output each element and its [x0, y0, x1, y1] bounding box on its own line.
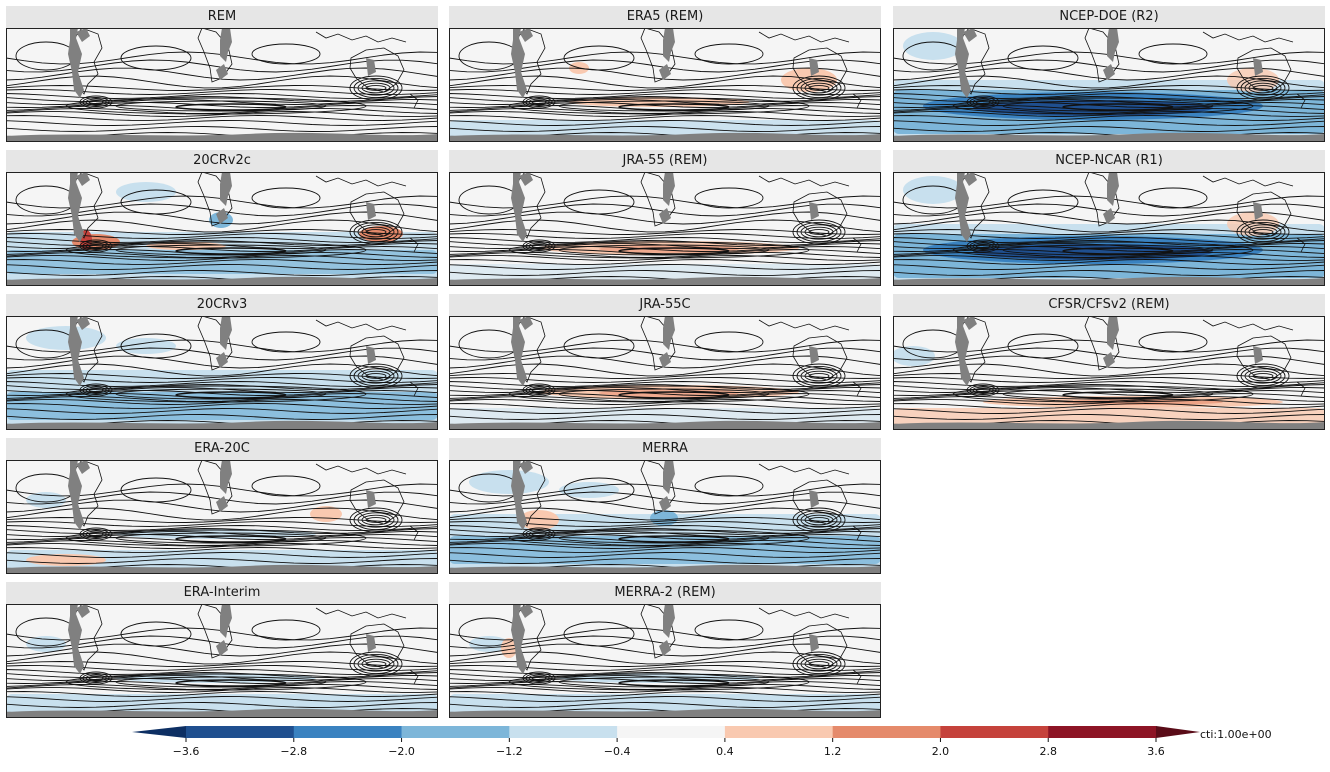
orography-mask [893, 28, 1325, 142]
colorbar-tick-label: −2.0 [388, 745, 415, 758]
colorbar-segment [940, 726, 1049, 738]
orography-mask [6, 604, 438, 718]
map-panel: JRA-55 (REM) [449, 150, 881, 286]
map-plot [893, 28, 1325, 142]
colorbar-tick-label: −2.8 [280, 745, 307, 758]
map-plot [6, 28, 438, 142]
orography-mask [449, 460, 881, 574]
colorbar-segment [617, 726, 726, 738]
colorbar-segment [509, 726, 618, 738]
colorbar-label: cti:1.00e+00 [1200, 728, 1272, 741]
colorbar: −3.6 −2.8 −2.0 −1.2 −0.4 0.4 1.2 2.0 2.8 3.6 [132, 726, 1200, 758]
panel-title: JRA-55C [449, 294, 881, 316]
map-plot [6, 460, 438, 574]
coastlines [71, 172, 419, 253]
map-plot [449, 604, 881, 718]
map-panel: 20CRv3 [6, 294, 438, 430]
map-plot [6, 316, 438, 430]
orography-mask [449, 172, 881, 286]
colorbar-over-arrow [1156, 726, 1200, 738]
orography-mask [449, 316, 881, 430]
map-panel: MERRA [449, 438, 881, 574]
orography-mask [449, 28, 881, 142]
orography-mask [6, 316, 438, 430]
map-panel: MERRA-2 (REM) [449, 582, 881, 718]
map-plot [449, 460, 881, 574]
colorbar-segment [293, 726, 403, 738]
orography-mask [449, 604, 881, 718]
panel-title: ERA5 (REM) [449, 6, 881, 28]
panel-title: ERA-Interim [6, 582, 438, 604]
map-plot [893, 172, 1325, 286]
contour-lines [449, 329, 881, 426]
panel-title: MERRA [449, 438, 881, 460]
colorbar-tick-label: 2.0 [932, 745, 950, 758]
contour-lines [449, 185, 881, 282]
panel-title: MERRA-2 (REM) [449, 582, 881, 604]
colorbar-segment [401, 726, 510, 738]
colorbar-segment [1048, 726, 1157, 738]
panel-title: 20CRv2c [6, 150, 438, 172]
colorbar-tick-label: 0.4 [716, 745, 734, 758]
colorbar-segment [832, 726, 941, 738]
colorbar-tick-label: 2.8 [1039, 745, 1057, 758]
map-panel: 20CRv2c [6, 150, 438, 286]
panel-title: REM [6, 6, 438, 28]
panel-title: ERA-20C [6, 438, 438, 460]
orography-mask [6, 172, 438, 286]
map-panel: NCEP-NCAR (R1) [893, 150, 1325, 286]
panel-title: JRA-55 (REM) [449, 150, 881, 172]
panel-title: NCEP-NCAR (R1) [893, 150, 1325, 172]
panel-title: NCEP-DOE (R2) [893, 6, 1325, 28]
map-panel: NCEP-DOE (R2) [893, 6, 1325, 142]
colorbar-segment [724, 726, 834, 738]
map-panel: ERA5 (REM) [449, 6, 881, 142]
map-plot [6, 604, 438, 718]
orography-mask [6, 28, 438, 142]
colorbar-segment [186, 726, 295, 738]
map-panel: ERA-20C [6, 438, 438, 574]
coastlines [514, 604, 862, 685]
map-plot [893, 316, 1325, 430]
colorbar-tick-label: 3.6 [1147, 745, 1165, 758]
colorbar-tick-label: −1.2 [496, 745, 523, 758]
colorbar-segments [132, 726, 1200, 738]
colorbar-under-arrow [132, 726, 186, 738]
contour-lines [449, 473, 881, 570]
panel-title: CFSR/CFSv2 (REM) [893, 294, 1325, 316]
map-panel: JRA-55C [449, 294, 881, 430]
map-plot [449, 172, 881, 286]
map-plot [449, 28, 881, 142]
contour-lines [893, 41, 1325, 138]
map-panel: REM [6, 6, 438, 142]
contour-lines [6, 329, 438, 426]
map-panel: CFSR/CFSv2 (REM) [893, 294, 1325, 430]
orography-mask [893, 316, 1325, 430]
colorbar-tick-label: 1.2 [824, 745, 842, 758]
map-plot [6, 172, 438, 286]
contour-lines [6, 185, 438, 282]
map-panel: ERA-Interim [6, 582, 438, 718]
panel-title: 20CRv3 [6, 294, 438, 316]
map-plot [449, 316, 881, 430]
colorbar-tick-label: −3.6 [173, 745, 200, 758]
orography-mask [893, 172, 1325, 286]
colorbar-tick-label: −0.4 [604, 745, 631, 758]
orography-mask [6, 460, 438, 574]
colorbar-ticks: −3.6 −2.8 −2.0 −1.2 −0.4 0.4 1.2 2.0 2.8 3.6 [173, 738, 1165, 758]
contour-lines [6, 41, 438, 138]
